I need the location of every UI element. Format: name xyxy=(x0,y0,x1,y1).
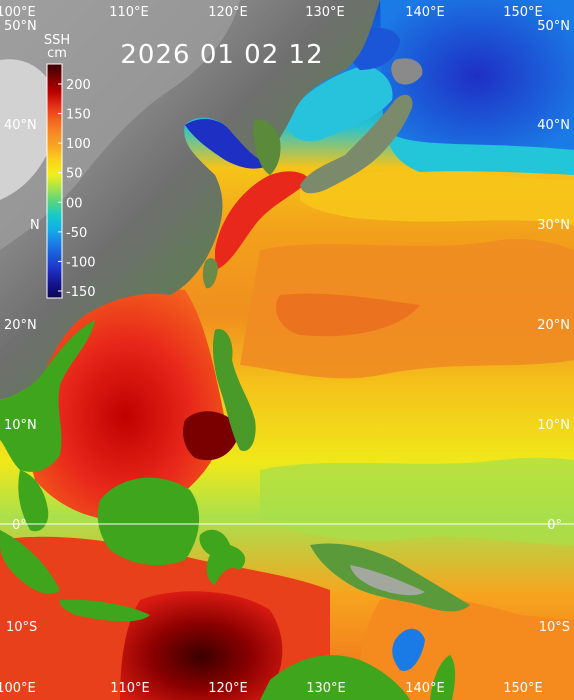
date-label: 2026 01 02 12 xyxy=(120,40,323,70)
lat-right-label: 10°N xyxy=(537,418,570,433)
colorbar-tick-label: 150 xyxy=(66,108,91,123)
colorbar-tick-label: 100 xyxy=(66,137,91,152)
lat-right-label: 20°N xyxy=(537,318,570,333)
kuroshio-extension-yellow xyxy=(300,169,574,225)
bottom-longitude-labels: 100°E 110°E 120°E 130°E 140°E 150°E xyxy=(0,681,543,696)
north-pacific-blue xyxy=(380,0,574,152)
lon-bottom-label: 100°E xyxy=(0,681,36,696)
subtropical-core xyxy=(276,293,420,337)
coral-sea-orange xyxy=(358,595,574,700)
cape-york xyxy=(430,655,456,700)
colorbar-tick-label: 50 xyxy=(66,167,83,182)
kuroshio-red xyxy=(215,171,310,270)
equatorial-green-band xyxy=(260,457,574,545)
lat-right-label: 30°N xyxy=(537,218,570,233)
sulawesi xyxy=(199,529,246,585)
lat-left-label: 0° xyxy=(12,518,27,533)
korean-peninsula xyxy=(253,119,281,175)
colorbar-bar xyxy=(46,63,63,299)
lat-left-label: 10°S xyxy=(6,620,37,635)
lat-right-label: 0° xyxy=(547,518,562,533)
lon-bottom-label: 110°E xyxy=(110,681,150,696)
lat-left-label: 40°N xyxy=(4,118,37,133)
indochina xyxy=(0,320,95,472)
top-longitude-labels: 100°E 110°E 120°E 130°E 140°E 150°E xyxy=(0,5,543,20)
sea-of-japan xyxy=(285,65,393,142)
north-pacific-cyan-front xyxy=(385,130,574,175)
java xyxy=(59,599,150,622)
japan xyxy=(300,94,413,194)
lon-top-label: 140°E xyxy=(405,5,445,20)
hokkaido xyxy=(391,58,423,85)
plateau-bright xyxy=(0,59,60,201)
lon-bottom-label: 130°E xyxy=(306,681,346,696)
lon-top-label: 150°E xyxy=(503,5,543,20)
lat-right-label: 50°N xyxy=(537,19,570,34)
lat-right-label: 10°S xyxy=(539,620,570,635)
colorbar-tick-label: -50 xyxy=(66,226,87,241)
right-latitude-labels: 50°N 40°N 30°N 20°N 10°N 0° 10°S xyxy=(537,19,570,635)
lon-bottom-label: 150°E xyxy=(503,681,543,696)
colorbar: SSH cm 200 150 100 50 00 -50 -100 -150 xyxy=(44,33,96,300)
colorbar-tick-label: 200 xyxy=(66,78,91,93)
malay-peninsula xyxy=(18,470,49,532)
lat-left-label: 10°N xyxy=(4,418,37,433)
left-latitude-labels: 50°N 40°N N 20°N 10°N 0° 10°S xyxy=(4,19,40,635)
lon-top-label: 110°E xyxy=(109,5,149,20)
sumatra xyxy=(0,530,60,595)
lon-bottom-label: 120°E xyxy=(208,681,248,696)
colorbar-ticks: 200 150 100 50 00 -50 -100 -150 xyxy=(58,78,96,300)
colorbar-tick-label: -150 xyxy=(66,285,96,300)
colorbar-title-line2: cm xyxy=(47,46,67,61)
sulu-sea xyxy=(183,411,240,461)
colorbar-tick-label: -100 xyxy=(66,255,96,270)
lon-bottom-label: 140°E xyxy=(405,681,445,696)
banda-sea-deep-red xyxy=(120,591,283,700)
lat-left-label: 20°N xyxy=(4,318,37,333)
lon-top-label: 120°E xyxy=(208,5,248,20)
borneo xyxy=(97,477,200,566)
colorbar-title-line1: SSH xyxy=(44,33,70,48)
bohai-yellow-sea-blue xyxy=(185,118,270,169)
australia xyxy=(260,655,410,700)
lat-left-label: 50°N xyxy=(4,19,37,34)
taiwan xyxy=(202,258,218,289)
lat-right-label: 40°N xyxy=(537,118,570,133)
lat-left-label-partial: N xyxy=(30,218,40,233)
lon-top-label: 100°E xyxy=(0,5,36,20)
colorbar-tick-label: 00 xyxy=(66,196,83,211)
philippines xyxy=(212,329,256,451)
arafura-cyan-blue xyxy=(392,628,425,671)
lon-top-label: 130°E xyxy=(305,5,345,20)
new-guinea-highlands xyxy=(350,565,425,596)
